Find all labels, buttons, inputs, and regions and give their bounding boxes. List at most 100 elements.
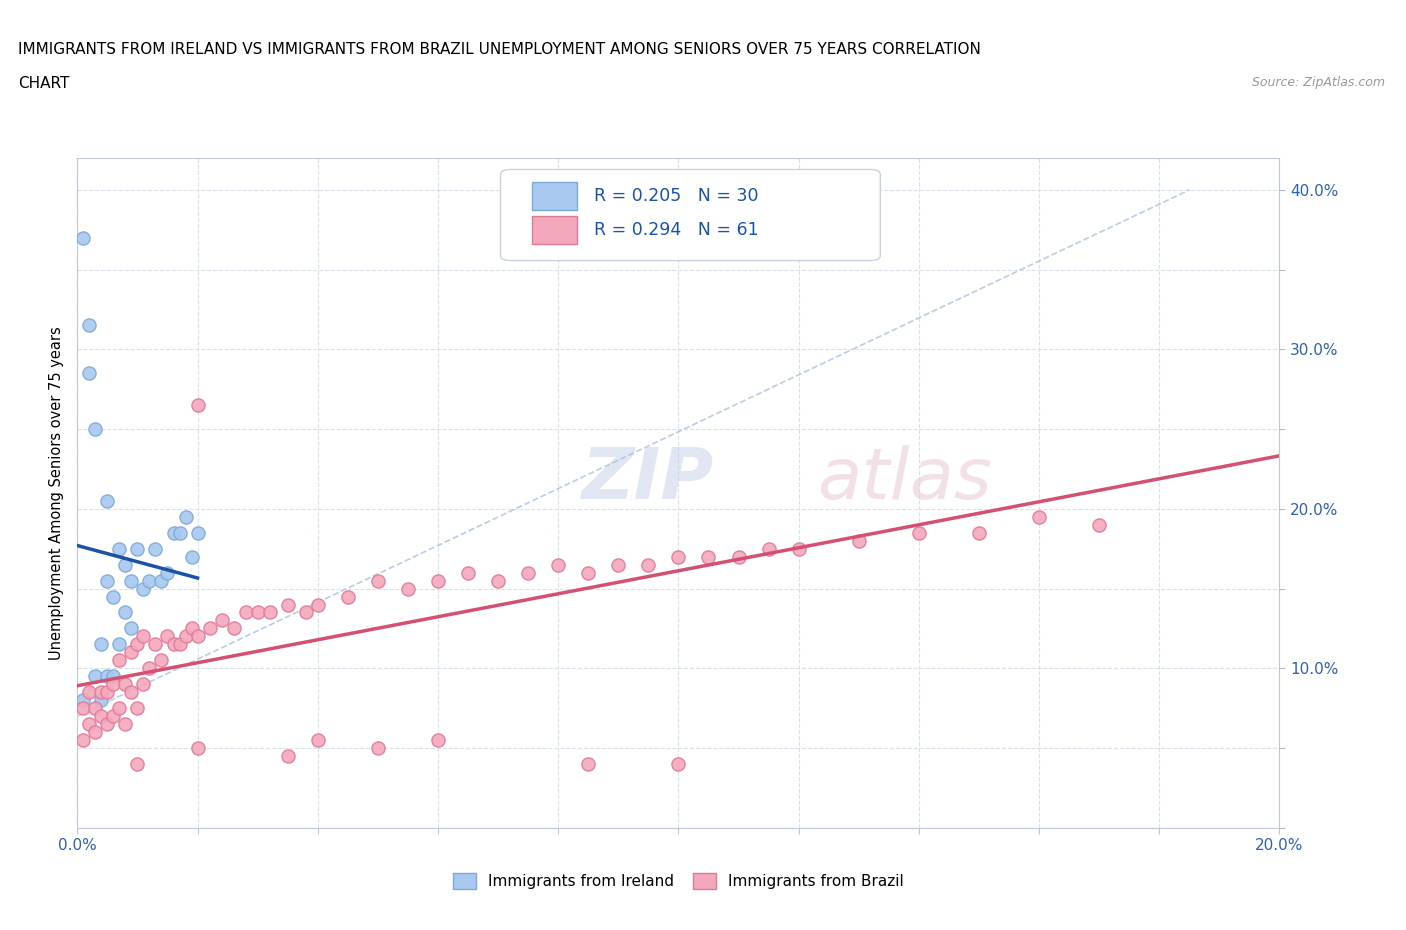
Point [180,621,202,636]
Point [90,709,112,724]
Point [668,550,690,565]
Text: IMMIGRANTS FROM IRELAND VS IMMIGRANTS FROM BRAZIL UNEMPLOYMENT AMONG SENIORS OVE: IMMIGRANTS FROM IRELAND VS IMMIGRANTS FR… [18,42,981,57]
Text: R = 0.205   N = 30: R = 0.205 N = 30 [595,187,759,206]
Point [576,565,599,580]
Point [162,637,184,652]
Point [427,733,450,748]
Point [174,510,197,525]
Point [72,231,94,246]
Point [132,581,155,596]
Point [84,421,107,436]
Point [138,573,160,588]
Point [120,684,142,699]
Point [787,541,810,556]
Point [108,637,131,652]
Point [727,550,749,565]
Point [222,621,245,636]
Point [127,637,149,652]
Point [84,724,107,739]
Point [90,693,112,708]
Point [84,669,107,684]
Point [96,684,118,699]
Point [79,365,101,380]
Point [668,756,690,771]
Point [607,557,630,572]
Point [108,653,131,668]
Point [169,525,191,540]
Point [127,541,149,556]
Point [967,525,990,540]
Point [120,644,142,659]
Point [180,550,202,565]
Point [457,565,479,580]
Point [132,677,155,692]
FancyBboxPatch shape [531,182,578,210]
Point [138,661,160,676]
Point [90,637,112,652]
Legend: Immigrants from Ireland, Immigrants from Brazil: Immigrants from Ireland, Immigrants from… [446,866,911,897]
Point [187,740,209,755]
Point [145,637,167,652]
Point [1028,510,1050,525]
Point [127,700,149,715]
Point [127,756,149,771]
Point [145,541,167,556]
Point [187,629,209,644]
Point [367,740,389,755]
Point [156,629,179,644]
Point [96,717,118,732]
Point [637,557,659,572]
FancyBboxPatch shape [501,169,880,260]
Text: Source: ZipAtlas.com: Source: ZipAtlas.com [1251,76,1385,89]
Y-axis label: Unemployment Among Seniors over 75 years: Unemployment Among Seniors over 75 years [49,326,65,659]
Point [72,733,94,748]
Point [79,684,101,699]
Point [486,573,509,588]
Point [84,700,107,715]
Point [150,653,173,668]
Point [90,684,112,699]
Point [294,605,316,620]
Point [108,700,131,715]
Point [114,605,136,620]
Point [79,318,101,333]
Point [246,605,269,620]
Point [576,756,599,771]
Point [277,749,299,764]
Point [259,605,281,620]
Point [103,709,125,724]
Point [114,677,136,692]
Point [607,238,630,253]
Point [307,597,329,612]
Text: atlas: atlas [817,445,991,514]
Point [169,637,191,652]
Point [162,525,184,540]
Point [174,629,197,644]
Point [187,525,209,540]
Text: R = 0.294   N = 61: R = 0.294 N = 61 [595,220,759,239]
Point [96,573,118,588]
Point [114,717,136,732]
Point [307,733,329,748]
Point [908,525,931,540]
Point [72,693,94,708]
Point [547,557,569,572]
Point [336,589,359,604]
Point [96,669,118,684]
Point [103,669,125,684]
Point [150,573,173,588]
Point [848,533,870,548]
Text: CHART: CHART [18,76,70,91]
Point [427,573,450,588]
Point [697,550,720,565]
Point [187,398,209,413]
Point [96,494,118,509]
Point [103,677,125,692]
Point [120,573,142,588]
Point [103,589,125,604]
FancyBboxPatch shape [531,216,578,244]
Text: ZIP: ZIP [582,445,714,514]
Point [211,613,233,628]
Point [72,700,94,715]
Point [367,573,389,588]
